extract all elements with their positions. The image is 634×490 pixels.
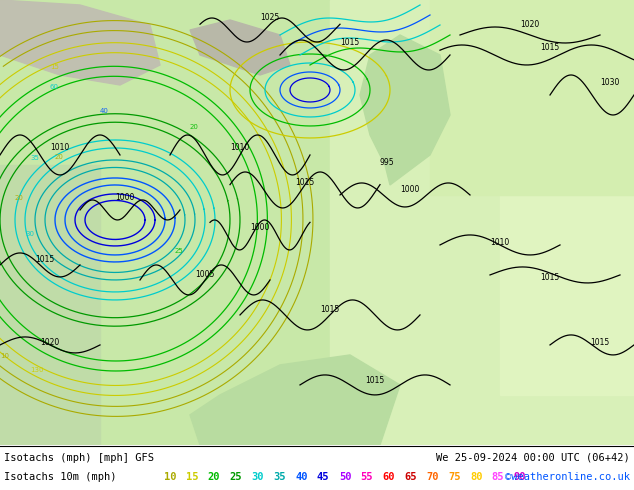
- Text: 1025: 1025: [261, 13, 280, 22]
- Text: 15: 15: [186, 472, 198, 482]
- Text: 25: 25: [230, 472, 242, 482]
- Text: 20: 20: [55, 220, 64, 226]
- Text: 1015: 1015: [340, 38, 359, 47]
- Text: 85: 85: [492, 472, 505, 482]
- Text: 20: 20: [207, 472, 220, 482]
- Text: 1000: 1000: [115, 193, 134, 202]
- Text: 90: 90: [514, 472, 526, 482]
- Polygon shape: [360, 35, 450, 185]
- Text: 60: 60: [50, 389, 59, 395]
- Text: 1005: 1005: [195, 270, 215, 279]
- Text: 130: 130: [30, 282, 44, 288]
- Text: 65: 65: [404, 472, 417, 482]
- Text: 75: 75: [448, 472, 461, 482]
- Text: 10: 10: [0, 51, 9, 57]
- Text: We 25-09-2024 00:00 UTC (06+42): We 25-09-2024 00:00 UTC (06+42): [436, 453, 630, 463]
- Text: 70: 70: [426, 472, 439, 482]
- Text: ©weatheronline.co.uk: ©weatheronline.co.uk: [505, 472, 630, 482]
- Text: 30: 30: [251, 472, 264, 482]
- Text: 20: 20: [15, 405, 24, 411]
- Text: 1015: 1015: [365, 376, 385, 385]
- Text: 1015: 1015: [590, 338, 610, 347]
- Text: 1020: 1020: [521, 20, 540, 29]
- Text: 1020: 1020: [40, 338, 59, 347]
- Text: 25: 25: [175, 315, 184, 321]
- Text: 1010: 1010: [230, 143, 250, 152]
- Text: 30: 30: [25, 406, 34, 412]
- Text: 1000: 1000: [250, 223, 269, 232]
- Text: 55: 55: [361, 472, 373, 482]
- Bar: [0, 165, 100, 445]
- Text: 45: 45: [317, 472, 330, 482]
- Text: 50: 50: [339, 472, 351, 482]
- Bar: [430, 0, 634, 195]
- Text: 1010: 1010: [50, 143, 69, 152]
- Text: 1015: 1015: [540, 273, 560, 282]
- Text: 20: 20: [190, 311, 199, 317]
- Text: 15: 15: [50, 155, 59, 161]
- Text: 1015: 1015: [295, 178, 314, 187]
- Text: 1010: 1010: [490, 238, 510, 247]
- Text: 1015: 1015: [540, 43, 560, 52]
- Text: Isotachs 10m (mph): Isotachs 10m (mph): [4, 472, 117, 482]
- Text: 40: 40: [295, 472, 307, 482]
- Text: 35: 35: [273, 472, 286, 482]
- Polygon shape: [190, 20, 290, 75]
- Text: 995: 995: [380, 158, 394, 167]
- Text: Isotachs (mph) [mph] GFS: Isotachs (mph) [mph] GFS: [4, 453, 154, 463]
- Text: 40: 40: [100, 161, 109, 167]
- Polygon shape: [0, 0, 160, 85]
- Bar: [500, 45, 634, 395]
- Text: 1015: 1015: [35, 255, 55, 264]
- Text: 60: 60: [382, 472, 395, 482]
- Text: 10: 10: [164, 472, 176, 482]
- Text: 1030: 1030: [600, 78, 619, 87]
- Bar: [330, 0, 634, 445]
- Text: 80: 80: [470, 472, 482, 482]
- Text: 1000: 1000: [400, 185, 420, 194]
- Text: 35: 35: [30, 264, 39, 270]
- Text: 1015: 1015: [320, 305, 340, 314]
- Polygon shape: [190, 355, 400, 445]
